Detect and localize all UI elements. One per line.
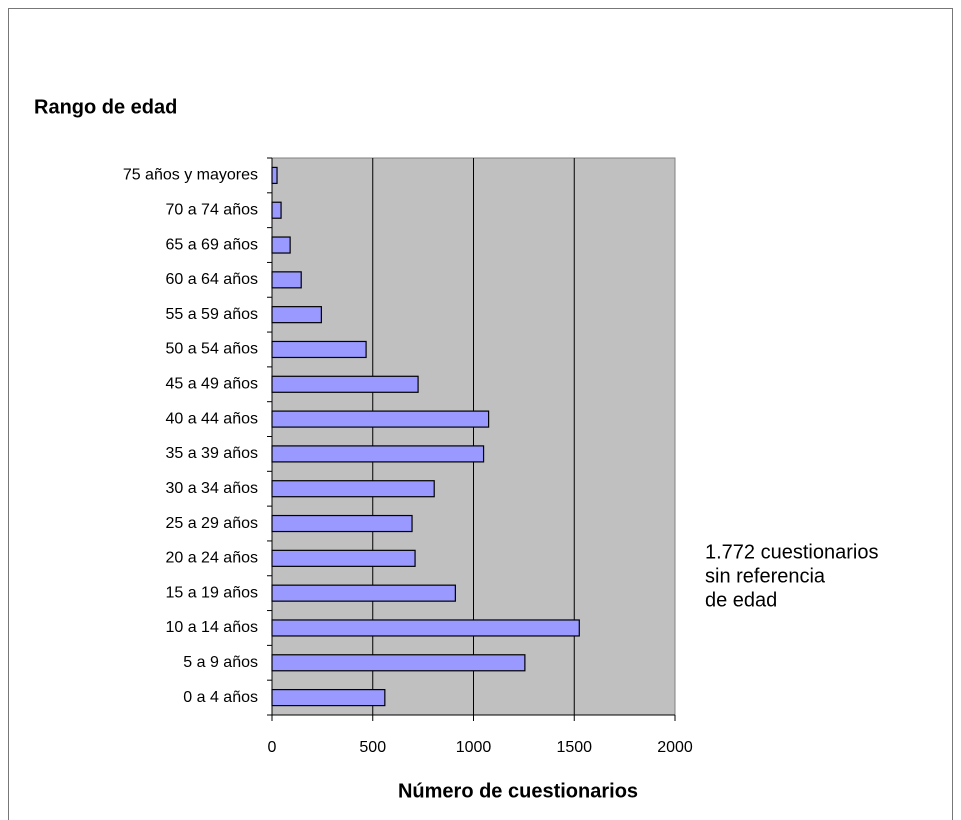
y-tick-label: 45 a 49 años — [165, 376, 258, 393]
bar — [271, 201, 282, 219]
bar — [271, 584, 456, 602]
bar — [271, 166, 278, 185]
annotation-line: 1.772 cuestionarios — [705, 541, 878, 563]
y-tick-label: 15 a 19 años — [165, 584, 258, 601]
bar — [271, 514, 413, 533]
x-axis-title: Número de cuestionarios — [398, 780, 638, 802]
bar — [271, 410, 490, 428]
bar — [271, 375, 419, 393]
bar — [271, 480, 435, 498]
y-tick-label: 25 a 29 años — [165, 515, 258, 532]
bar — [271, 271, 302, 289]
y-tick-label: 35 a 39 años — [165, 445, 258, 462]
y-tick-label: 5 a 9 años — [183, 654, 258, 671]
bar — [271, 688, 386, 707]
bar — [271, 549, 416, 567]
annotation-line: de edad — [705, 589, 777, 611]
y-tick-label: 20 a 24 años — [165, 550, 258, 567]
y-tick-label: 30 a 34 años — [165, 480, 258, 497]
y-tick-label: 50 a 54 años — [165, 341, 258, 358]
y-tick-label: 0 a 4 años — [183, 689, 258, 706]
chart-title: Rango de edad — [34, 96, 177, 118]
y-tick-label: 60 a 64 años — [165, 271, 258, 288]
x-tick-label: 0 — [268, 739, 277, 756]
x-tick-label: 1000 — [456, 739, 492, 756]
bar — [271, 654, 526, 672]
y-tick-label: 65 a 69 años — [165, 236, 258, 253]
y-tick-label: 55 a 59 años — [165, 306, 258, 323]
y-tick-label: 10 a 14 años — [165, 619, 258, 636]
y-tick-label: 40 a 44 años — [165, 410, 258, 427]
bar — [271, 619, 580, 637]
x-tick-label: 2000 — [657, 739, 693, 756]
x-tick-label: 500 — [359, 739, 386, 756]
bar — [271, 340, 367, 359]
bar — [271, 306, 322, 324]
x-tick-label: 1500 — [556, 739, 592, 756]
y-tick-label: 75 años y mayores — [123, 167, 258, 184]
bar — [271, 236, 291, 254]
y-tick-label: 70 a 74 años — [165, 201, 258, 218]
annotation-line: sin referencia — [705, 565, 826, 587]
bar — [271, 445, 485, 463]
